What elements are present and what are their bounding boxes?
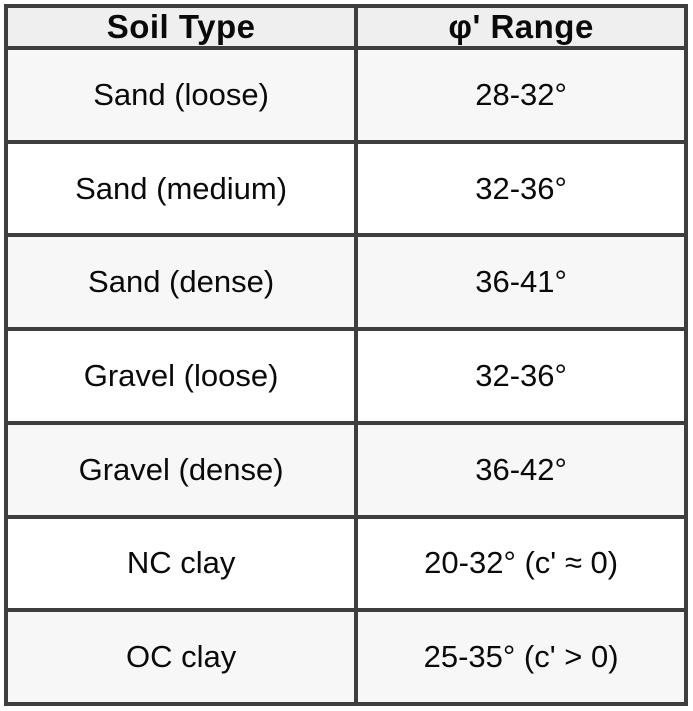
column-header-soil-type: Soil Type [3, 4, 359, 50]
phi-range-cell: 36-41° [354, 233, 688, 332]
table-row: Gravel (loose) 32-36° [3, 327, 688, 425]
phi-range-cell: 28-32° [354, 46, 688, 144]
table-row: Sand (medium) 32-36° [3, 139, 688, 238]
soil-type-cell: Sand (loose) [3, 46, 359, 144]
table-row: NC clay 20-32° (c' ≈ 0) [3, 514, 688, 613]
header-row: Soil Type φ' Range [3, 4, 688, 50]
phi-range-cell: 32-36° [354, 139, 688, 238]
soil-type-cell: Gravel (dense) [3, 420, 359, 519]
table-row: OC clay 25-35° (c' > 0) [3, 608, 688, 706]
soil-type-cell: Sand (medium) [3, 139, 359, 238]
phi-range-cell: 20-32° (c' ≈ 0) [354, 514, 688, 613]
phi-range-cell: 36-42° [354, 420, 688, 519]
soil-type-cell: NC clay [3, 514, 359, 613]
table-body: Sand (loose) 28-32° Sand (medium) 32-36° San… [3, 46, 688, 706]
soil-type-cell: Sand (dense) [3, 233, 359, 332]
table-row: Gravel (dense) 36-42° [3, 420, 688, 519]
phi-range-cell: 25-35° (c' > 0) [354, 608, 688, 706]
table-row: Sand (loose) 28-32° [3, 46, 688, 144]
column-header-phi-range: φ' Range [354, 4, 688, 50]
soil-type-cell: Gravel (loose) [3, 327, 359, 425]
soil-type-cell: OC clay [3, 608, 359, 706]
table-row: Sand (dense) 36-41° [3, 233, 688, 332]
phi-range-cell: 32-36° [354, 327, 688, 425]
soil-friction-angle-table: Soil Type φ' Range Sand (loose) 28-32° San… [3, 4, 688, 706]
